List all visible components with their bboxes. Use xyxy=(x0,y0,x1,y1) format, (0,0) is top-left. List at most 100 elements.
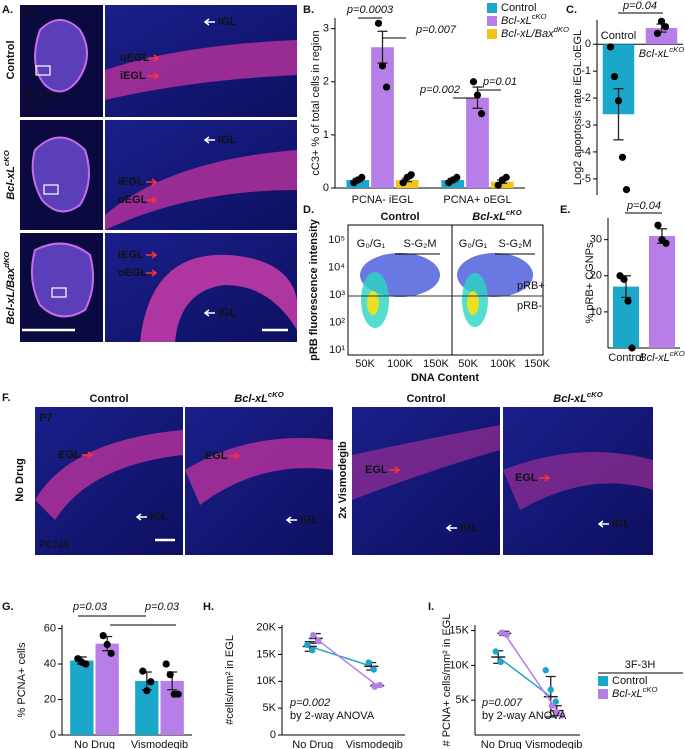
x-tick-label: Vismodegib xyxy=(525,739,582,749)
plot-title: Bcl-xLcKO xyxy=(472,208,521,223)
data-point xyxy=(497,658,504,666)
line xyxy=(503,632,558,712)
row-label: No Drug xyxy=(14,458,26,501)
annotation: by 2-way ANOVA xyxy=(482,710,567,722)
panel-d-plots xyxy=(347,224,544,356)
y-tick-label: -4 xyxy=(581,146,591,158)
annotation: p=0.002 xyxy=(419,84,460,96)
data-point xyxy=(547,686,554,693)
y-axis-label: pRB fluorescence intensity xyxy=(308,218,320,361)
arrow xyxy=(389,466,401,474)
x-tick-label-main: Bcl-xL xyxy=(639,48,670,60)
bar xyxy=(490,181,514,188)
x-tick-label: No Drug xyxy=(74,739,115,749)
genotype-label-sup: cKO xyxy=(2,150,11,166)
column-label-sup: cKO xyxy=(587,390,603,399)
y-axis-label: % pRB+ CGNPs xyxy=(584,242,596,323)
arrow xyxy=(445,524,457,532)
arrow xyxy=(203,309,215,317)
y-tick-label: 15K xyxy=(256,648,276,660)
x-tick-label: Control xyxy=(601,30,636,42)
data-point xyxy=(453,173,461,181)
x-tick-label: 150K xyxy=(524,358,550,370)
bar xyxy=(135,680,159,735)
x-tick-label-main: Bcl-xL xyxy=(639,352,670,364)
bar xyxy=(645,28,678,45)
region-label: EGL xyxy=(58,449,81,461)
genotype-label-main: Bcl-xL/Bax xyxy=(5,267,17,325)
panel-f-images xyxy=(35,407,653,555)
data-point xyxy=(407,171,415,179)
y-tick-label: 5K xyxy=(456,694,470,706)
genotype-label: Bcl-xLcKO xyxy=(2,150,17,199)
data-point xyxy=(558,712,565,719)
x-tick-label: 100K xyxy=(387,358,413,370)
marker-label: cC3 xyxy=(24,101,44,113)
region-label: oEGL xyxy=(120,52,150,64)
legend-label: Bcl-xLcKO xyxy=(501,12,547,27)
bar xyxy=(466,97,489,188)
y-tick-label: 60 xyxy=(44,622,56,634)
data-point xyxy=(553,708,560,716)
arrow xyxy=(146,269,158,277)
y-tick-label: 20 xyxy=(590,270,602,282)
legend-title: 3F-3H xyxy=(625,659,656,671)
data-point xyxy=(371,683,378,690)
y-axis-label: Log2 apoptosis rate iEGL:oEGL xyxy=(572,30,584,185)
legend-label-sup: dKO xyxy=(554,25,569,34)
legend-label: Bcl-xL/BaxdKO xyxy=(501,25,569,40)
annotation: p=0.03 xyxy=(72,601,108,613)
x-tick-label: PCNA- iEGL xyxy=(352,194,414,206)
genotype-label: Control xyxy=(5,40,17,79)
data-point xyxy=(374,19,383,27)
annotation: p=0.01 xyxy=(482,76,517,88)
y-tick-label: 2 xyxy=(323,76,329,88)
plot-title: Control xyxy=(380,211,419,223)
data-point xyxy=(143,687,151,695)
genotype-label-sup: dKO xyxy=(2,251,11,267)
data-point xyxy=(147,678,155,686)
y-tick-label: 10² xyxy=(329,316,345,328)
annotation: p=0.007 xyxy=(481,697,523,709)
gate-label: pRB+ xyxy=(517,280,545,292)
annotation: p=0.03 xyxy=(144,601,180,613)
data-point xyxy=(378,62,387,70)
arrow xyxy=(203,18,215,26)
legend-swatch xyxy=(598,676,608,686)
data-point xyxy=(503,631,510,638)
region-label: EGL xyxy=(515,472,538,484)
data-point xyxy=(82,660,90,668)
y-axis-label: % PCNA+ cells xyxy=(16,642,28,717)
region-label: IGL xyxy=(150,511,169,523)
data-point xyxy=(657,17,666,25)
x-tick-label: Control xyxy=(608,352,643,364)
y-tick-label: -1 xyxy=(581,65,591,77)
y-tick-label: 0 xyxy=(323,182,329,194)
data-point xyxy=(653,29,662,38)
region-label: EGL xyxy=(205,450,228,462)
region-label: IGL xyxy=(218,307,237,319)
annotation: p=0.007 xyxy=(415,24,457,36)
y-tick-label: -5 xyxy=(581,173,591,185)
data-point xyxy=(376,681,383,689)
x-tick-label-sup: cKO xyxy=(670,349,685,358)
marker-label: PCNA xyxy=(24,90,55,102)
bar xyxy=(648,236,676,348)
panel-label: B. xyxy=(303,4,314,16)
legend-label-main: Bcl-xL/Bax xyxy=(501,28,554,40)
data-point xyxy=(310,631,317,639)
region-label: IGL xyxy=(460,522,479,534)
data-point xyxy=(618,153,627,161)
column-label: Bcl-xLcKO xyxy=(234,390,283,405)
panel-label: I. xyxy=(428,601,434,613)
data-point xyxy=(473,91,482,99)
data-point xyxy=(622,186,631,194)
x-tick-label: No Drug xyxy=(481,739,522,749)
y-tick-label: -2 xyxy=(581,92,591,104)
data-point xyxy=(502,173,510,181)
region-label: oEGL xyxy=(118,194,148,206)
legend-label-main: Bcl-xL xyxy=(612,688,643,700)
column-label: Control xyxy=(89,393,128,405)
arrow xyxy=(146,178,158,186)
